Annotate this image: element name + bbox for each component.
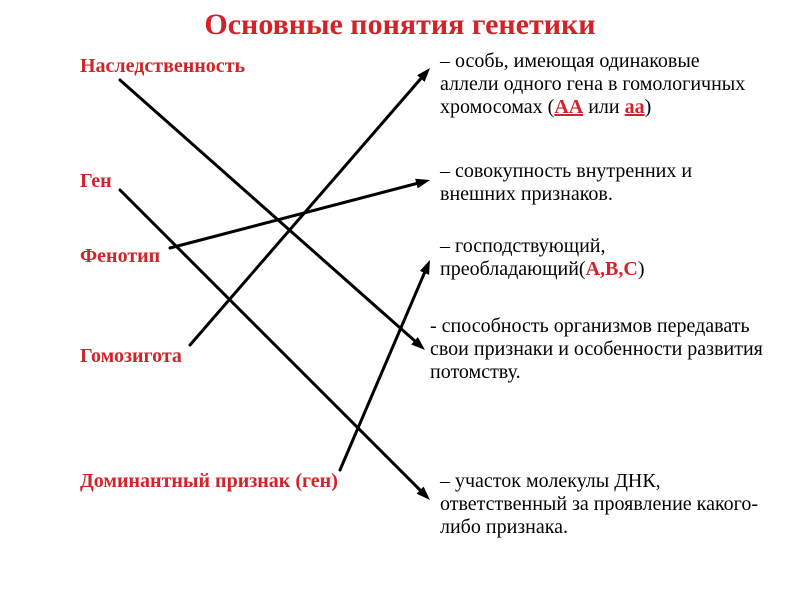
term-gene: Ген [80, 170, 112, 193]
matching-diagram: Основные понятия генетики Наследственнос… [0, 0, 800, 600]
def-phenotype: – совокупность внутренних и внешних приз… [440, 160, 770, 206]
term-heredity: Наследственность [80, 55, 245, 78]
term-homozygote: Гомозигота [80, 345, 182, 368]
term-phenotype: Фенотип [80, 245, 160, 268]
def-dominant: – господствующий, преобладающий(А,В,С) [440, 235, 770, 281]
page-title: Основные понятия генетики [0, 8, 800, 42]
def-homozygote: – особь, имеющая одинаковые аллели одног… [440, 50, 760, 119]
term-dominant: Доминантный признак (ген) [80, 470, 338, 493]
def-gene: – участок молекулы ДНК, ответственный за… [440, 470, 770, 539]
def-heredity: - способность организмов передавать свои… [430, 315, 770, 384]
